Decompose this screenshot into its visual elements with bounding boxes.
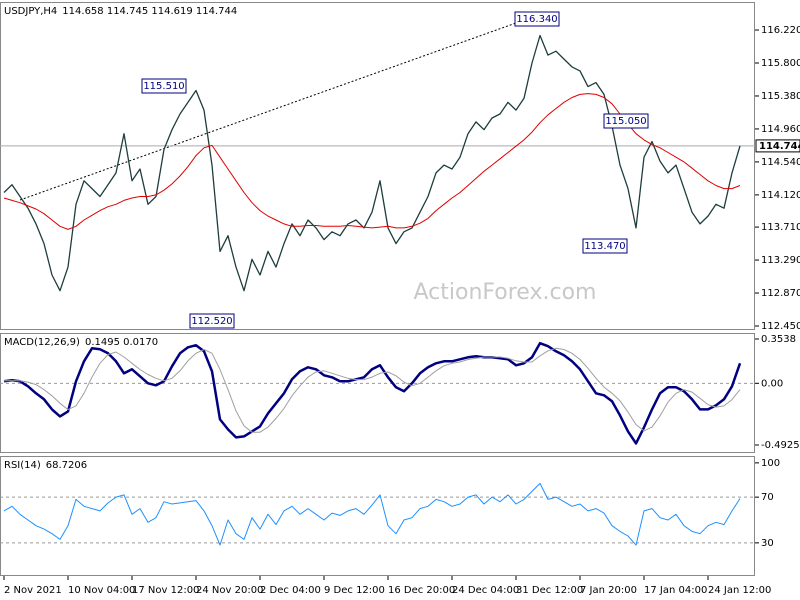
y-tick-label: 113.290 <box>761 255 800 266</box>
panel-title: RSI(14) <box>4 460 41 471</box>
price-label: 116.340 <box>516 14 557 25</box>
x-tick-label: 16 Dec 20:00 <box>388 585 455 596</box>
y-tick-label: 112.870 <box>761 288 800 299</box>
y-tick-label: 114.120 <box>761 190 800 201</box>
series-line <box>3 93 741 230</box>
y-tick-label: 100 <box>761 458 780 469</box>
series-line <box>3 341 742 445</box>
price-label-box <box>603 113 649 129</box>
price-label: 113.470 <box>584 241 625 252</box>
series-line <box>3 482 741 546</box>
x-tick-label: 7 Jan 20:00 <box>580 585 637 596</box>
price-label-box <box>514 11 560 27</box>
price-label: 115.050 <box>605 116 646 127</box>
panel-title: MACD(12,26,9) <box>4 337 80 348</box>
x-tick-label: 2 Nov 2021 <box>4 585 62 596</box>
y-tick-label: 70 <box>761 492 774 503</box>
y-tick-label: 116.220 <box>761 25 800 36</box>
panel <box>0 333 755 453</box>
y-tick-label: 113.710 <box>761 222 800 233</box>
x-tick-label: 24 Jan 12:00 <box>708 585 771 596</box>
price-label-box <box>582 238 628 254</box>
x-tick-label: 2 Dec 04:00 <box>260 585 321 596</box>
y-tick-label: -0.4925 <box>761 440 800 451</box>
x-tick-label: 9 Dec 12:00 <box>324 585 385 596</box>
x-tick-label: 17 Nov 12:00 <box>132 585 199 596</box>
y-tick-label: 115.380 <box>761 91 800 102</box>
panel-readout: 0.1495 0.0170 <box>85 337 158 348</box>
panel <box>0 2 755 330</box>
y-tick-label: 30 <box>761 538 774 549</box>
y-tick-label: 114.960 <box>761 124 800 135</box>
x-tick-label: 24 Nov 20:00 <box>196 585 263 596</box>
panel-readout: 114.658 114.745 114.619 114.744 <box>62 6 237 17</box>
y-tick-label: 114.540 <box>761 157 800 168</box>
panel-title: USDJPY,H4 <box>4 6 57 17</box>
price-label: 115.510 <box>143 81 184 92</box>
watermark: ActionForex.com <box>414 280 597 305</box>
price-label: 112.520 <box>191 316 232 327</box>
last-price-box <box>755 139 800 153</box>
y-tick-label: 112.450 <box>761 321 800 332</box>
price-label-box <box>189 313 235 329</box>
x-tick-label: 24 Dec 04:00 <box>452 585 519 596</box>
panel <box>0 456 755 576</box>
series-line <box>4 347 741 433</box>
y-tick-label: 0.00 <box>761 378 783 389</box>
x-tick-label: 10 Nov 04:00 <box>68 585 135 596</box>
y-tick-label: 115.800 <box>761 58 800 69</box>
panel-readout: 68.7206 <box>46 460 87 471</box>
price-label-box <box>141 78 187 94</box>
x-tick-label: 31 Dec 12:00 <box>516 585 583 596</box>
x-tick-label: 17 Jan 04:00 <box>644 585 707 596</box>
last-price-label: 114.744 <box>759 141 800 152</box>
y-tick-label: 0.3538 <box>761 334 796 345</box>
series-line <box>3 34 741 292</box>
